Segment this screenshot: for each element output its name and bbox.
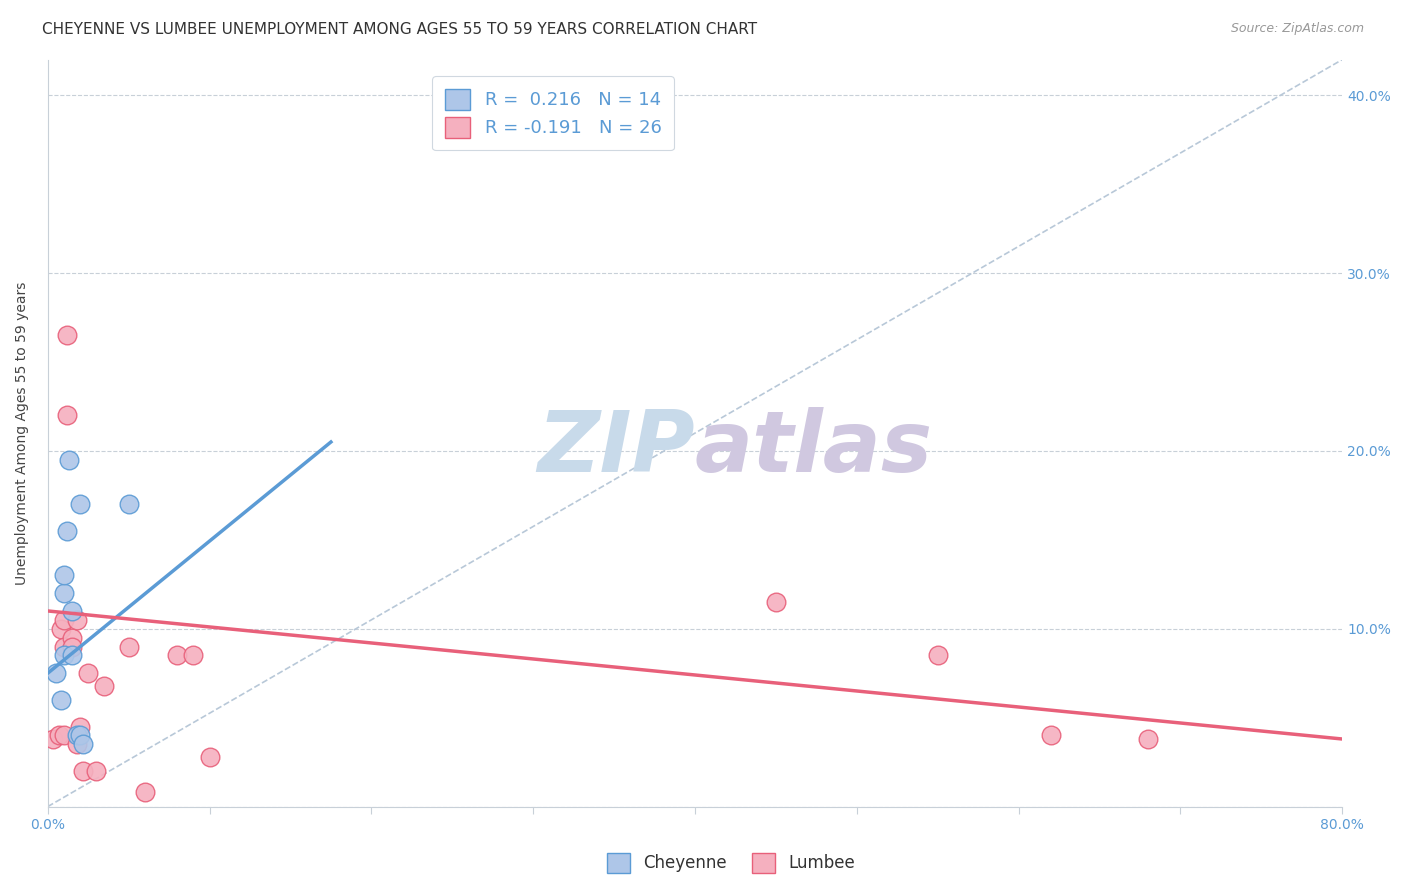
Point xyxy=(84,764,107,778)
Point xyxy=(66,728,89,742)
Point xyxy=(77,666,100,681)
Point xyxy=(69,728,91,742)
Point xyxy=(72,764,94,778)
Point xyxy=(72,737,94,751)
Point xyxy=(52,568,75,582)
Point xyxy=(198,749,221,764)
Point xyxy=(60,640,83,654)
Point xyxy=(166,648,188,663)
Point xyxy=(48,728,70,742)
Point xyxy=(49,622,72,636)
Point xyxy=(60,631,83,645)
Legend: Cheyenne, Lumbee: Cheyenne, Lumbee xyxy=(600,847,862,880)
Point xyxy=(45,666,67,681)
Point xyxy=(58,452,80,467)
Text: Source: ZipAtlas.com: Source: ZipAtlas.com xyxy=(1230,22,1364,36)
Point xyxy=(66,737,89,751)
Point xyxy=(118,497,141,511)
Point xyxy=(52,640,75,654)
Point xyxy=(69,497,91,511)
Point xyxy=(60,648,83,663)
Point xyxy=(183,648,205,663)
Text: atlas: atlas xyxy=(695,407,934,490)
Point xyxy=(52,586,75,600)
Text: ZIP: ZIP xyxy=(537,407,695,490)
Point xyxy=(1040,728,1063,742)
Point xyxy=(765,595,787,609)
Point xyxy=(134,785,156,799)
Point xyxy=(56,409,79,423)
Y-axis label: Unemployment Among Ages 55 to 59 years: Unemployment Among Ages 55 to 59 years xyxy=(15,281,30,585)
Point xyxy=(56,328,79,343)
Point xyxy=(93,679,115,693)
Point xyxy=(56,524,79,538)
Point xyxy=(66,613,89,627)
Text: CHEYENNE VS LUMBEE UNEMPLOYMENT AMONG AGES 55 TO 59 YEARS CORRELATION CHART: CHEYENNE VS LUMBEE UNEMPLOYMENT AMONG AG… xyxy=(42,22,758,37)
Point xyxy=(927,648,949,663)
Point xyxy=(118,640,141,654)
Legend: R =  0.216   N = 14, R = -0.191   N = 26: R = 0.216 N = 14, R = -0.191 N = 26 xyxy=(432,76,673,151)
Point xyxy=(52,648,75,663)
Point xyxy=(52,613,75,627)
Point xyxy=(60,604,83,618)
Point xyxy=(1137,731,1160,746)
Point xyxy=(41,731,63,746)
Point xyxy=(49,693,72,707)
Point xyxy=(52,728,75,742)
Point xyxy=(69,720,91,734)
